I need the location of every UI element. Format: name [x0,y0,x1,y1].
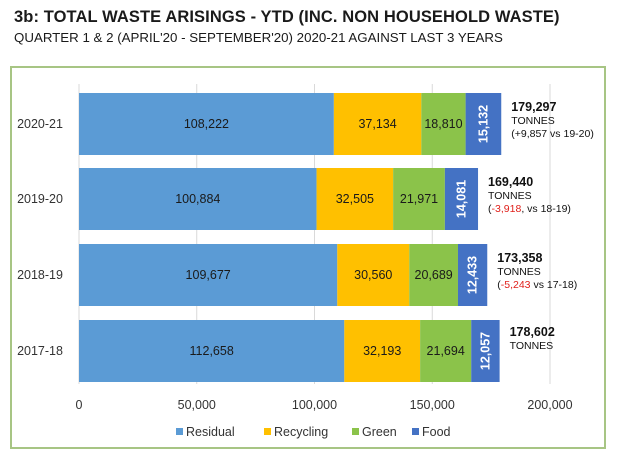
legend-label-green: Green [362,425,397,439]
data-label-green: 18,810 [424,117,462,131]
chart-subtitle: QUARTER 1 & 2 (APRIL'20 - SEPTEMBER'20) … [14,30,503,45]
comparison-text: ( [497,279,501,291]
unit-label: TONNES [488,190,532,202]
bar-segment-residual [79,320,345,382]
unit-label: TONNES [497,266,541,278]
bar-segment-residual [79,168,317,230]
legend-label-residual: Residual [186,425,235,439]
data-label-food: 12,057 [478,332,492,370]
data-label-residual: 112,658 [190,344,234,358]
unit-label: TONNES [511,115,555,127]
x-tick-label: 50,000 [178,398,216,412]
chart-frame [10,66,606,449]
total-label: 179,297 [511,100,556,114]
legend-label-recycling: Recycling [274,425,328,439]
data-label-residual: 109,677 [186,268,231,282]
legend-swatch-food [412,428,419,435]
comparison-label: (-5,243 vs 17-18) [497,279,577,291]
bar-segment-recycling [344,320,421,382]
legend-swatch-green [352,428,359,435]
comparison-label: (-3,918, vs 18-19) [488,203,571,215]
data-label-green: 21,694 [427,344,465,358]
data-label-green: 21,971 [400,192,438,206]
bar-segment-green [421,93,466,155]
y-category-label: 2018-19 [17,268,63,282]
negative-change-value: -5,243 [501,279,531,291]
legend-label-food: Food [422,425,451,439]
bar-segment-green [409,244,458,306]
bar-segment-green [393,168,445,230]
data-label-residual: 100,884 [175,192,220,206]
bar-segment-recycling [337,244,410,306]
bar-segment-food [444,168,479,230]
data-label-food: 12,433 [466,256,480,294]
y-category-label: 2019-20 [17,192,63,206]
total-label: 169,440 [488,175,533,189]
data-label-residual: 108,222 [184,117,229,131]
bar-segment-recycling [316,168,394,230]
y-category-label: 2017-18 [17,344,63,358]
comparison-text: , vs 18-19) [521,203,571,215]
x-tick-label: 150,000 [410,398,455,412]
data-label-food: 14,081 [454,180,468,218]
bar-segment-recycling [333,93,422,155]
bar-segment-residual [79,244,338,306]
comparison-text: (+9,857 vs 19-20) [511,128,594,140]
x-tick-label: 100,000 [292,398,337,412]
comparison-text: ( [488,203,492,215]
bar-segment-green [420,320,472,382]
chart-title: 3b: TOTAL WASTE ARISINGS - YTD (INC. NON… [14,8,560,26]
bar-segment-residual [79,93,334,155]
data-label-recycling: 30,560 [354,268,392,282]
negative-change-value: -3,918 [492,203,522,215]
data-label-food: 15,132 [476,105,490,143]
y-category-label: 2020-21 [17,117,63,131]
comparison-text: vs 17-18) [531,279,578,291]
bar-segment-food [465,93,502,155]
legend-swatch-recycling [264,428,271,435]
unit-label: TONNES [510,340,554,352]
data-label-green: 20,689 [415,268,453,282]
data-label-recycling: 32,193 [363,344,401,358]
data-label-recycling: 32,505 [336,192,374,206]
legend-swatch-residual [176,428,183,435]
x-tick-label: 0 [76,398,83,412]
total-label: 178,602 [510,325,555,339]
bar-segment-food [471,320,500,382]
comparison-label: (+9,857 vs 19-20) [511,128,594,140]
x-tick-label: 200,000 [527,398,572,412]
bar-segment-food [457,244,488,306]
total-label: 173,358 [497,251,542,265]
data-label-recycling: 37,134 [358,117,396,131]
